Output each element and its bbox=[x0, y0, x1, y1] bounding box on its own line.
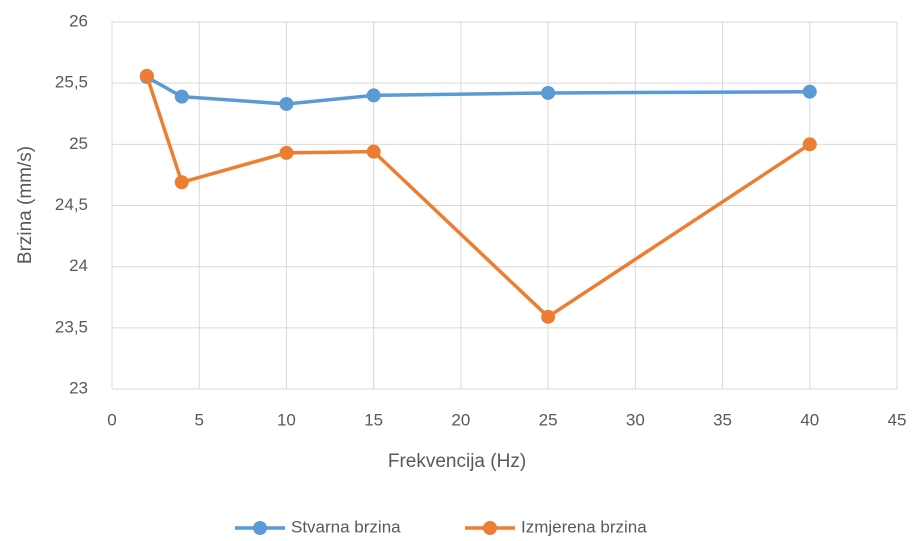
data-point bbox=[802, 137, 817, 152]
x-tick-label: 5 bbox=[194, 410, 203, 429]
data-point bbox=[174, 89, 189, 104]
y-tick-label: 23,5 bbox=[55, 317, 88, 336]
data-point bbox=[541, 309, 556, 324]
data-point bbox=[802, 84, 817, 99]
x-tick-label: 45 bbox=[888, 410, 907, 429]
data-point bbox=[279, 145, 294, 160]
x-tick-label: 25 bbox=[539, 410, 558, 429]
data-point bbox=[541, 85, 556, 100]
legend-marker bbox=[483, 521, 497, 535]
y-tick-label: 23 bbox=[69, 378, 88, 397]
y-axis-title: Brzina (mm/s) bbox=[15, 146, 36, 264]
data-point bbox=[366, 144, 381, 159]
y-tick-label: 26 bbox=[69, 11, 88, 30]
y-tick-label: 24,5 bbox=[55, 195, 88, 214]
data-point bbox=[279, 96, 294, 111]
series-line bbox=[145, 75, 811, 319]
data-point bbox=[174, 175, 189, 190]
data-point bbox=[139, 68, 154, 83]
x-tick-label: 10 bbox=[277, 410, 296, 429]
legend-label: Izmjerena brzina bbox=[521, 517, 647, 536]
legend-marker bbox=[253, 521, 267, 535]
y-tick-label: 25 bbox=[69, 134, 88, 153]
x-tick-label: 35 bbox=[713, 410, 732, 429]
x-tick-label: 15 bbox=[364, 410, 383, 429]
y-tick-label: 24 bbox=[69, 256, 88, 275]
x-axis-title: Frekvencija (Hz) bbox=[388, 451, 526, 472]
legend-label: Stvarna brzina bbox=[291, 517, 401, 536]
series-line bbox=[146, 75, 810, 106]
data-point bbox=[366, 88, 381, 103]
x-tick-label: 30 bbox=[626, 410, 645, 429]
x-tick-label: 40 bbox=[800, 410, 819, 429]
x-tick-label: 0 bbox=[107, 410, 116, 429]
y-tick-label: 25,5 bbox=[55, 73, 88, 92]
x-tick-label: 20 bbox=[451, 410, 470, 429]
